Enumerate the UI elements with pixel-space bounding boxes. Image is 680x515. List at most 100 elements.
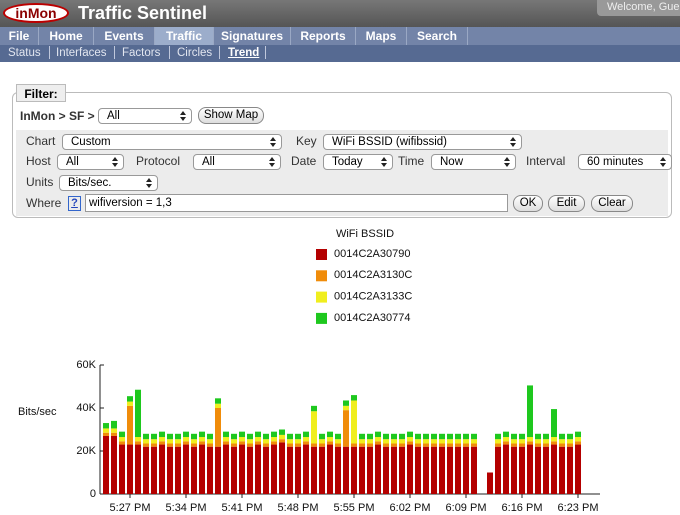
bar-segment bbox=[567, 446, 573, 494]
nav-tab[interactable]: Search bbox=[407, 27, 468, 45]
bar-segment bbox=[343, 405, 349, 411]
top-bar bbox=[0, 0, 680, 27]
x-tick-label: 5:48 PM bbox=[278, 502, 319, 514]
nav-tab[interactable]: Maps bbox=[356, 27, 407, 45]
bar-segment bbox=[231, 446, 237, 494]
bar-segment bbox=[239, 437, 245, 442]
label: Date bbox=[291, 154, 317, 168]
bar-segment bbox=[327, 431, 333, 438]
select[interactable]: Now bbox=[431, 154, 516, 170]
select[interactable]: WiFi BSSID (wifibssid) bbox=[323, 134, 522, 150]
bar-segment bbox=[351, 446, 357, 494]
button[interactable]: Show Map bbox=[198, 107, 264, 124]
bar-segment bbox=[287, 439, 293, 444]
bar-segment bbox=[359, 446, 365, 494]
bar-segment bbox=[359, 439, 365, 444]
select[interactable]: 60 minutes bbox=[578, 154, 672, 170]
bar-segment bbox=[167, 443, 173, 447]
bar-segment bbox=[439, 446, 445, 494]
sub-tab[interactable]: Status bbox=[8, 47, 41, 59]
sub-tab[interactable]: Factors bbox=[122, 47, 161, 59]
bar-segment bbox=[119, 441, 125, 445]
nav-tab[interactable]: Reports bbox=[291, 27, 356, 45]
bar-segment bbox=[447, 446, 453, 494]
bar-segment bbox=[159, 444, 165, 494]
bar-segment bbox=[567, 443, 573, 447]
bar-segment bbox=[423, 439, 429, 444]
bar-segment bbox=[103, 423, 109, 429]
breadcrumb: InMon > SF > bbox=[20, 109, 95, 123]
bar-segment bbox=[495, 446, 501, 494]
bar-segment bbox=[135, 389, 141, 438]
bar-segment bbox=[535, 439, 541, 444]
bar-segment bbox=[367, 443, 373, 447]
bar-segment bbox=[151, 433, 157, 440]
bar-segment bbox=[407, 437, 413, 442]
nav-bar: File Home Events Traffic Signatures Repo… bbox=[0, 27, 680, 45]
bar-segment bbox=[391, 433, 397, 440]
logo[interactable]: inMon bbox=[3, 3, 69, 23]
label: Chart bbox=[26, 134, 56, 148]
nav-tab[interactable]: File bbox=[0, 27, 39, 45]
bar-segment bbox=[191, 446, 197, 494]
bar-segment bbox=[559, 443, 565, 447]
button[interactable]: OK bbox=[513, 195, 543, 212]
text-input[interactable]: wifiversion = 1,3 bbox=[85, 194, 508, 212]
separator bbox=[219, 46, 220, 59]
bar-segment bbox=[415, 433, 421, 440]
bar-segment bbox=[551, 437, 557, 442]
bar-segment bbox=[527, 441, 533, 445]
bar-segment bbox=[159, 441, 165, 445]
nav-tab[interactable]: Signatures bbox=[214, 27, 291, 45]
bar-segment bbox=[431, 443, 437, 447]
bar-segment bbox=[159, 437, 165, 442]
bar-segment bbox=[111, 428, 117, 433]
button[interactable]: Edit bbox=[548, 195, 585, 212]
select[interactable]: Custom bbox=[62, 134, 282, 150]
sub-tab[interactable]: Interfaces bbox=[56, 47, 107, 59]
nav-tab[interactable]: Traffic bbox=[155, 27, 214, 45]
bar-segment bbox=[415, 439, 421, 444]
bar-segment bbox=[495, 439, 501, 444]
bar-segment bbox=[543, 433, 549, 440]
select[interactable]: Bits/sec. bbox=[59, 175, 158, 191]
select[interactable]: All bbox=[193, 154, 281, 170]
nav-tab[interactable]: Events bbox=[94, 27, 155, 45]
button[interactable]: Clear bbox=[591, 195, 633, 212]
bar-segment bbox=[215, 398, 221, 404]
nav-tab[interactable]: Home bbox=[39, 27, 94, 45]
select[interactable]: All bbox=[57, 154, 124, 170]
bar-segment bbox=[223, 441, 229, 445]
bar-segment bbox=[311, 405, 317, 412]
bar-segment bbox=[383, 439, 389, 444]
bar-segment bbox=[383, 433, 389, 440]
bar-segment bbox=[263, 439, 269, 444]
label: Units bbox=[26, 175, 54, 189]
bar-segment bbox=[279, 439, 285, 443]
bar-segment bbox=[327, 437, 333, 442]
bar-segment bbox=[215, 408, 221, 447]
bar-segment bbox=[199, 441, 205, 445]
legend-swatch bbox=[316, 249, 327, 260]
bar-segment bbox=[351, 395, 357, 401]
bar-segment bbox=[431, 433, 437, 440]
sub-tab[interactable]: Trend bbox=[228, 47, 260, 59]
select[interactable]: Today bbox=[323, 154, 393, 170]
bar-segment bbox=[103, 435, 109, 494]
bar-segment bbox=[511, 439, 517, 444]
select[interactable]: All bbox=[98, 108, 192, 124]
bar-segment bbox=[223, 437, 229, 442]
bar-segment bbox=[287, 433, 293, 440]
sub-tab[interactable]: Circles bbox=[177, 47, 213, 59]
y-tick-label: 0 bbox=[90, 488, 96, 500]
bar-segment bbox=[399, 446, 405, 494]
bar-segment bbox=[375, 441, 381, 445]
bar-segment bbox=[335, 433, 341, 440]
bar-segment bbox=[143, 443, 149, 447]
bar-segment bbox=[183, 444, 189, 494]
bar-segment bbox=[287, 443, 293, 447]
bar-segment bbox=[367, 439, 373, 444]
bar-segment bbox=[575, 444, 581, 494]
help-link[interactable]: ? bbox=[68, 196, 81, 211]
bar-segment bbox=[351, 443, 357, 447]
